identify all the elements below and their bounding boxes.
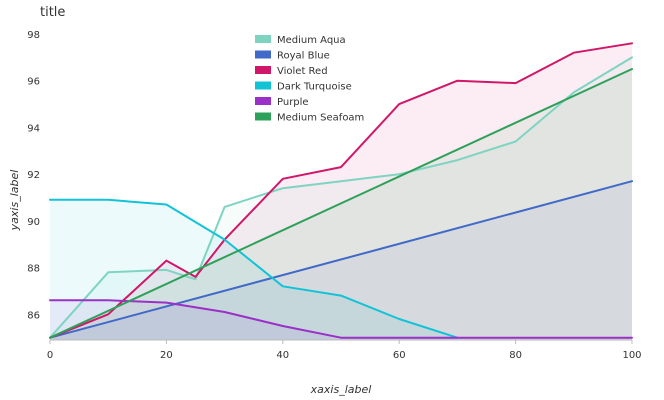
x-tick-label: 60	[393, 350, 406, 361]
y-tick-label: 90	[27, 217, 40, 228]
series-line-violet-red	[49, 42, 633, 339]
y-tick-label: 96	[27, 77, 40, 88]
y-tick-label: 92	[27, 170, 40, 181]
series-area-purple	[50, 300, 632, 340]
x-tick-label: 100	[622, 350, 641, 361]
y-tick-label: 86	[27, 310, 40, 321]
legend-label-royal-blue: Royal Blue	[277, 51, 330, 62]
series-lines	[49, 42, 633, 339]
y-axis-title: yaxis_label	[8, 170, 21, 232]
x-tick-label: 40	[276, 350, 289, 361]
legend-swatch-medium-seafoam	[255, 112, 271, 121]
x-tick-label: 80	[509, 350, 522, 361]
legend-label-purple: Purple	[277, 97, 309, 108]
legend-label-medium-aqua: Medium Aqua	[277, 35, 346, 46]
legend-swatch-royal-blue	[255, 50, 271, 59]
series-area-violet-red	[50, 43, 632, 341]
legend-label-medium-seafoam: Medium Seafoam	[277, 113, 364, 124]
series-area-medium-aqua	[50, 57, 632, 341]
y-tick-label: 98	[27, 30, 40, 41]
y-axis-ticks: 86 88 90 92 94 96 98	[27, 30, 40, 321]
y-tick-label: 94	[27, 123, 40, 134]
series-line-dark-turquoise	[49, 198, 459, 339]
chart-title: title	[40, 5, 65, 20]
legend-swatch-purple	[255, 97, 271, 105]
legend-label-violet-red: Violet Red	[277, 66, 328, 77]
legend: Medium Aqua Royal Blue Violet Red Dark Turq…	[255, 35, 364, 124]
legend-swatch-violet-red	[255, 66, 271, 74]
legend-swatch-dark-turquoise	[255, 81, 271, 90]
x-tick-label: 0	[47, 350, 53, 361]
series-line-medium-seafoam	[49, 68, 633, 339]
legend-label-dark-turquoise: Dark Turquoise	[277, 82, 352, 93]
series-line-purple	[49, 299, 633, 339]
y-tick-label: 88	[27, 264, 40, 275]
x-tick-label: 20	[160, 350, 173, 361]
x-axis-ticks: 0 20 40 60 80 100	[47, 340, 642, 361]
x-axis-title: xaxis_label	[310, 383, 372, 396]
series-area-dark-turquoise	[50, 199, 458, 340]
series-line-royal-blue	[49, 180, 633, 339]
legend-swatch-medium-aqua	[255, 35, 271, 43]
